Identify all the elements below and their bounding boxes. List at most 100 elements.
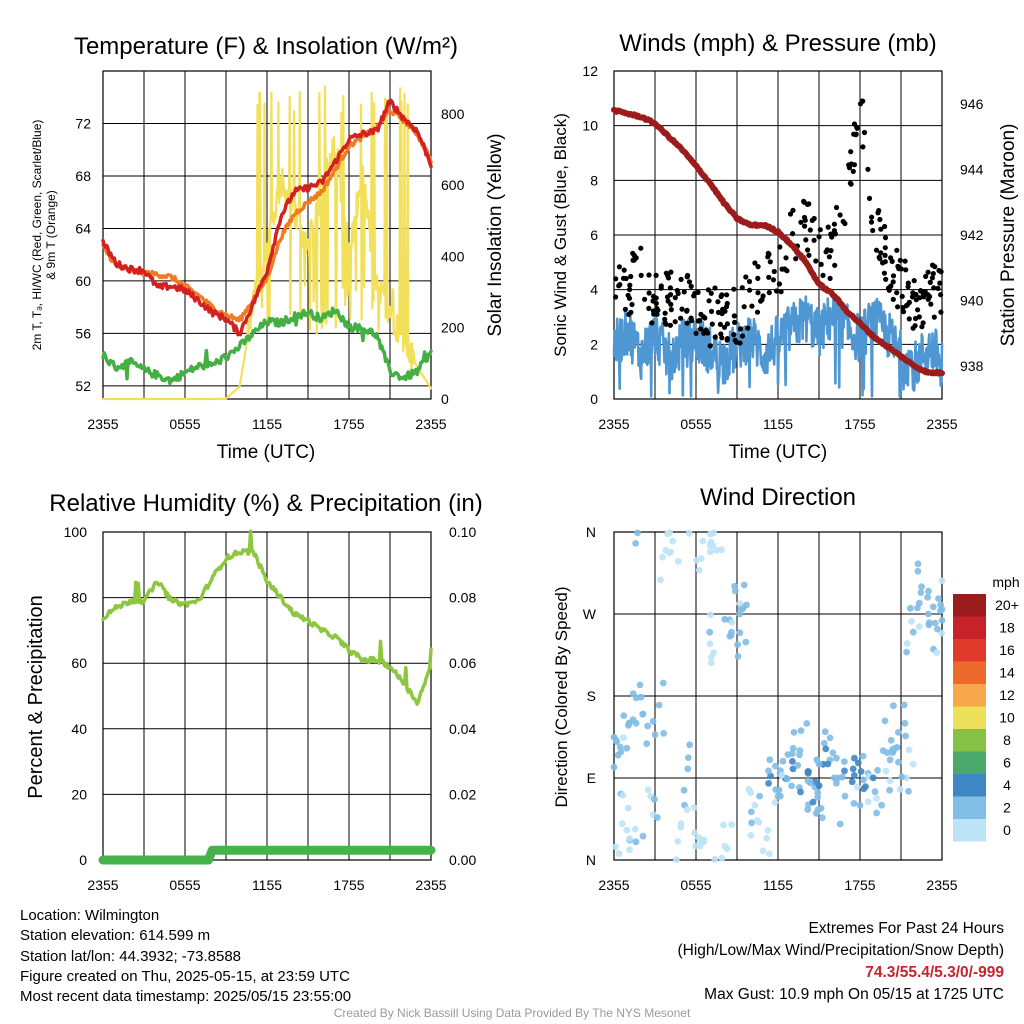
direction-point xyxy=(895,758,902,766)
direction-x-tick-0: 2355 xyxy=(598,877,629,893)
direction-point xyxy=(664,530,671,538)
gust-point xyxy=(650,298,656,304)
direction-point xyxy=(684,754,692,761)
direction-point xyxy=(902,732,909,740)
direction-point xyxy=(797,788,804,796)
speed-legend-swatch-1 xyxy=(953,616,986,639)
direction-point xyxy=(789,765,797,773)
direction-y-axis-label: Direction (Colored By Speed) xyxy=(552,586,571,807)
credit-line: Created By Nick Bassill Using Data Provi… xyxy=(333,1006,691,1020)
gust-point xyxy=(613,276,619,282)
gust-point xyxy=(806,201,812,207)
gust-point xyxy=(851,121,858,127)
gust-point xyxy=(928,301,934,307)
humidity-plot xyxy=(98,529,436,865)
gust-point xyxy=(766,274,772,280)
direction-point xyxy=(723,845,731,852)
direction-point xyxy=(736,600,744,607)
direction-point xyxy=(636,681,644,689)
gust-point xyxy=(766,251,772,257)
gust-point xyxy=(866,195,873,201)
extremes-description: (High/Low/Max Wind/Precipitation/Snow De… xyxy=(677,942,1005,959)
gust-point xyxy=(895,263,901,269)
gust-point xyxy=(688,283,694,289)
gust-point xyxy=(803,237,809,243)
pressure-y-tick-1: 940 xyxy=(960,293,984,309)
speed-legend-swatches xyxy=(953,594,986,842)
precip-y-tick-2: 0.04 xyxy=(449,721,476,737)
gust-point xyxy=(888,255,894,261)
gust-point xyxy=(712,285,718,291)
wind-y-tick-6: 12 xyxy=(582,63,598,79)
gust-point xyxy=(782,266,788,272)
gust-point xyxy=(876,254,882,260)
direction-title: Wind Direction xyxy=(700,484,856,511)
gust-point xyxy=(668,269,674,275)
direction-point xyxy=(626,835,634,842)
direction-point xyxy=(869,774,877,782)
direction-point xyxy=(938,617,946,624)
direction-point xyxy=(935,595,942,602)
direction-point xyxy=(841,792,849,800)
gust-point xyxy=(747,287,753,293)
gust-point xyxy=(707,343,713,349)
gust-point xyxy=(931,314,937,320)
gust-point xyxy=(935,285,941,291)
temperature-x-ticks: 2355 0555 1155 1755 2355 xyxy=(87,416,446,432)
gust-point xyxy=(813,258,819,264)
gust-point xyxy=(755,290,761,296)
direction-point xyxy=(779,757,787,765)
gust-point xyxy=(793,256,799,262)
direction-point xyxy=(659,679,667,687)
direction-point xyxy=(805,768,812,775)
gust-point xyxy=(681,289,687,295)
humidity-panel: Relative Humidity (%) & Precipitation (i… xyxy=(25,490,483,893)
direction-point xyxy=(788,750,796,758)
direction-point xyxy=(660,730,668,737)
direction-point xyxy=(900,701,908,709)
direction-point xyxy=(765,780,772,787)
direction-point xyxy=(653,814,661,821)
direction-point xyxy=(620,712,628,719)
direction-point xyxy=(815,782,823,790)
gust-point xyxy=(854,125,860,131)
gust-point xyxy=(805,247,811,253)
speed-legend-swatch-4 xyxy=(953,684,986,707)
gust-point xyxy=(925,269,931,275)
direction-point xyxy=(881,717,889,725)
direction-point xyxy=(747,789,755,796)
gust-point xyxy=(915,307,921,313)
pressure-y-tick-2: 942 xyxy=(960,227,984,243)
gust-point xyxy=(770,277,777,283)
direction-point xyxy=(856,801,864,809)
gust-point xyxy=(708,308,715,314)
gust-point xyxy=(880,260,886,266)
direction-point xyxy=(794,762,802,769)
gust-point xyxy=(906,316,912,322)
direction-point xyxy=(623,826,631,834)
gust-point xyxy=(873,247,880,253)
insolation-y-tick-4: 800 xyxy=(441,106,465,122)
gust-point xyxy=(860,144,866,150)
direction-point xyxy=(711,855,719,863)
direction-point xyxy=(764,827,772,834)
direction-point xyxy=(839,773,846,781)
direction-point xyxy=(736,629,744,637)
humidity-x-ticks: 2355 0555 1155 1755 2355 xyxy=(87,877,446,893)
humidity-x-tick-3: 1755 xyxy=(333,877,364,893)
direction-point xyxy=(673,856,680,863)
direction-point xyxy=(690,804,698,812)
direction-point xyxy=(862,783,869,790)
extremes-info: Extremes For Past 24 Hours (High/Low/Max… xyxy=(678,918,1005,1006)
wind-y-tick-1: 2 xyxy=(590,336,598,352)
gust-point xyxy=(903,267,909,273)
direction-point xyxy=(649,718,657,725)
direction-point xyxy=(894,729,902,736)
direction-point xyxy=(836,820,844,828)
gust-point xyxy=(649,320,655,326)
direction-point xyxy=(860,776,867,784)
direction-point xyxy=(914,560,922,568)
direction-point xyxy=(644,786,652,794)
direction-point xyxy=(814,789,822,797)
temperature-right-axis-label: Solar Insolation (Yellow) xyxy=(485,133,506,336)
